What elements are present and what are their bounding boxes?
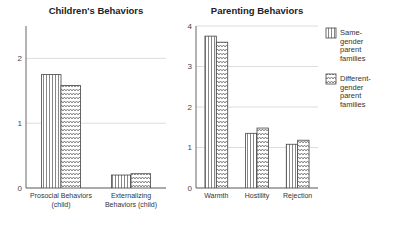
bar — [257, 128, 268, 188]
y-tick-label: 1 — [188, 143, 193, 152]
y-tick-label: 0 — [18, 184, 23, 193]
legend-label: Same-genderparentfamilies — [340, 28, 366, 63]
grid-line — [26, 58, 166, 59]
panel: Parenting Behaviors 0 1 2 3 4 Warmth Hostility R… — [188, 5, 318, 200]
title: Children's Behaviors — [49, 5, 144, 16]
bar — [246, 133, 257, 188]
bar — [61, 86, 81, 188]
y-axis-line — [26, 26, 27, 188]
bar — [298, 140, 309, 188]
bar — [216, 42, 227, 188]
y-tick-label: 0 — [188, 184, 193, 193]
bar — [41, 75, 61, 188]
bar — [286, 144, 297, 188]
x-tick-label: Prosocial Behaviors(child) — [30, 192, 92, 209]
x-tick-label: Warmth — [204, 192, 228, 199]
legend: Same-genderparentfamilies Different-gende… — [326, 28, 371, 109]
legend-label: Different-genderparentfamilies — [340, 74, 371, 109]
x-tick-label: Rejection — [283, 192, 312, 200]
y-tick-label: 3 — [188, 62, 193, 71]
panel: Children's Behaviors 0 1 2 Prosocial Behavio… — [18, 5, 166, 209]
grid-line — [196, 26, 318, 27]
x-tick-label: ExternalizingBehaviors (child) — [105, 192, 157, 209]
y-axis-line — [196, 26, 197, 188]
y-tick-label: 2 — [18, 54, 23, 63]
bars — [41, 75, 150, 188]
legend-swatch — [326, 74, 336, 84]
y-tick-label: 2 — [188, 103, 193, 112]
chart: Children's Behaviors 0 1 2 Prosocial Behavio… — [0, 0, 400, 240]
legend-swatch — [326, 28, 336, 38]
y-tick-label: 4 — [188, 22, 193, 31]
bar — [111, 175, 131, 188]
bar — [205, 36, 216, 188]
title: Parenting Behaviors — [211, 5, 303, 16]
bars — [205, 36, 309, 188]
x-tick-label: Hostility — [245, 192, 270, 200]
bar — [131, 174, 151, 188]
y-tick-label: 1 — [18, 119, 23, 128]
